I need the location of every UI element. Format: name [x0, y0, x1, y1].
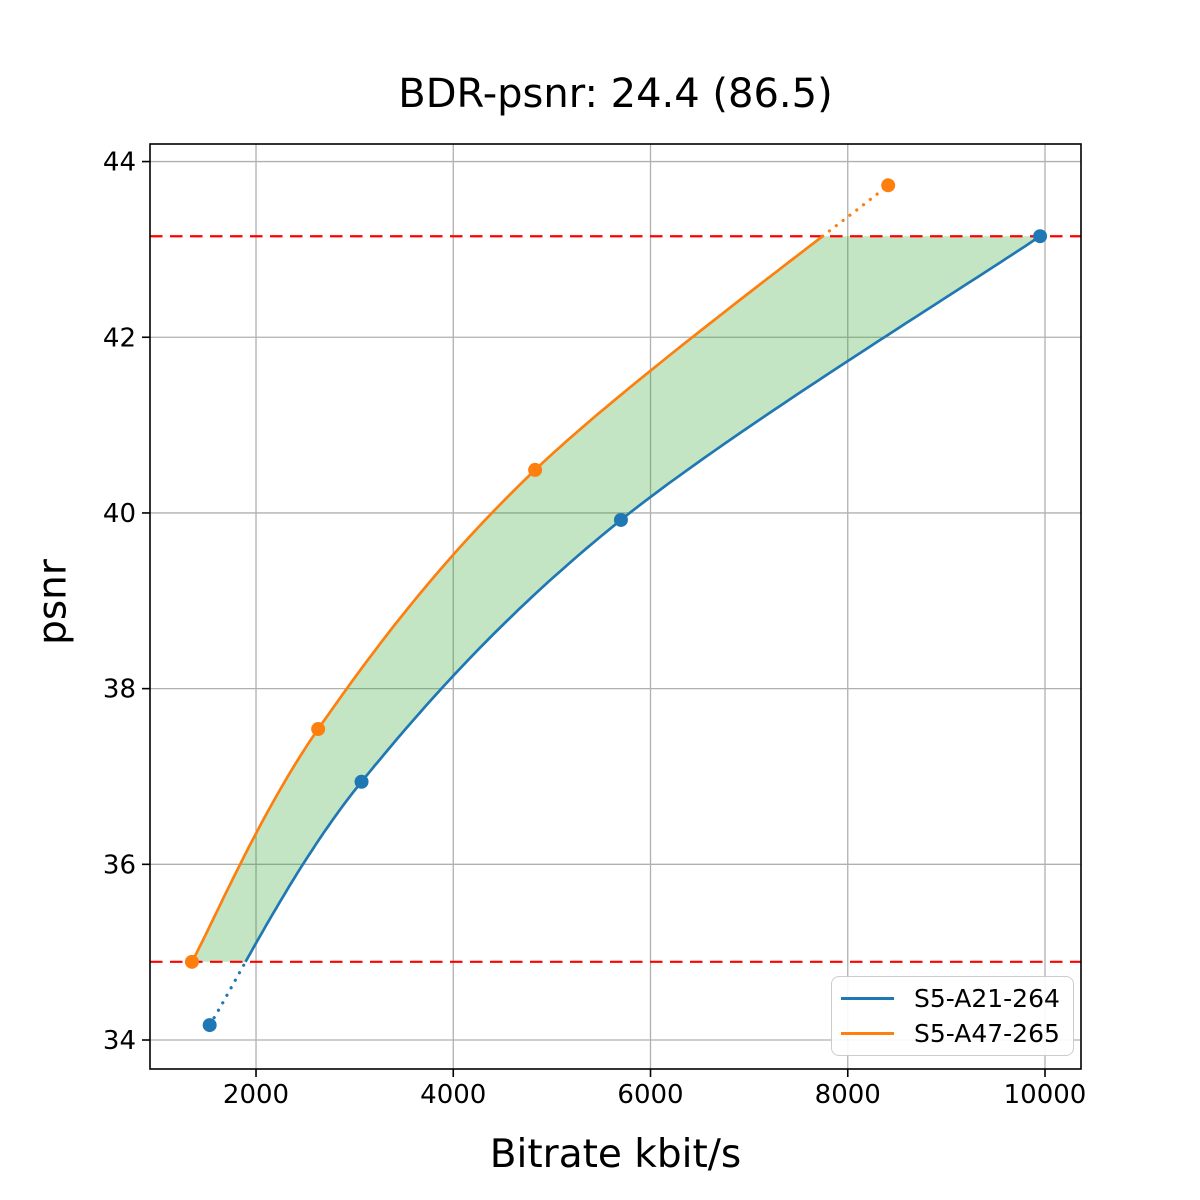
legend-label: S5-A47-265: [914, 1019, 1060, 1049]
data-point-marker: [311, 722, 326, 737]
y-tick-label: 34: [103, 1026, 136, 1056]
x-tick-label: 2000: [223, 1080, 289, 1110]
x-tick-label: 10000: [1004, 1080, 1087, 1110]
data-point-marker: [1033, 229, 1048, 244]
data-point-marker: [528, 462, 543, 477]
y-tick-label: 40: [103, 499, 136, 529]
series-s5-a47-265-curve: [190, 235, 824, 963]
series-s5-a21-264-curve: [244, 235, 1041, 963]
y-tick-label: 36: [103, 850, 136, 880]
legend-label: S5-A21-264: [914, 983, 1060, 1013]
x-tick-label: 8000: [815, 1080, 881, 1110]
legend: S5-A21-264 S5-A47-265: [831, 976, 1074, 1056]
legend-line-sample-orange: [841, 1032, 894, 1036]
plot-border: [149, 143, 1082, 1070]
x-tick-label: 6000: [617, 1080, 683, 1110]
legend-item: S5-A47-265: [832, 1019, 1073, 1048]
data-point-marker: [354, 774, 369, 789]
y-tick-label: 42: [103, 323, 136, 353]
series-s5-a47-265-curve-dotted: [821, 183, 890, 238]
data-point-marker: [202, 1018, 217, 1033]
y-tick-label: 38: [103, 675, 136, 705]
legend-line-sample-blue: [841, 996, 894, 1000]
bd-gain-shaded-area: [191, 236, 1041, 962]
data-point-marker: [613, 512, 628, 527]
legend-item: S5-A21-264: [832, 984, 1073, 1013]
data-point-marker: [184, 954, 199, 969]
x-tick-label: 4000: [420, 1080, 486, 1110]
chart-title: BDR-psnr: 24.4 (86.5): [398, 71, 833, 117]
y-tick-label: 44: [103, 148, 136, 178]
data-point-marker: [881, 178, 896, 193]
x-axis-label: Bitrate kbit/s: [489, 1132, 742, 1177]
series-s5-a21-264-curve-dotted: [208, 960, 248, 1027]
